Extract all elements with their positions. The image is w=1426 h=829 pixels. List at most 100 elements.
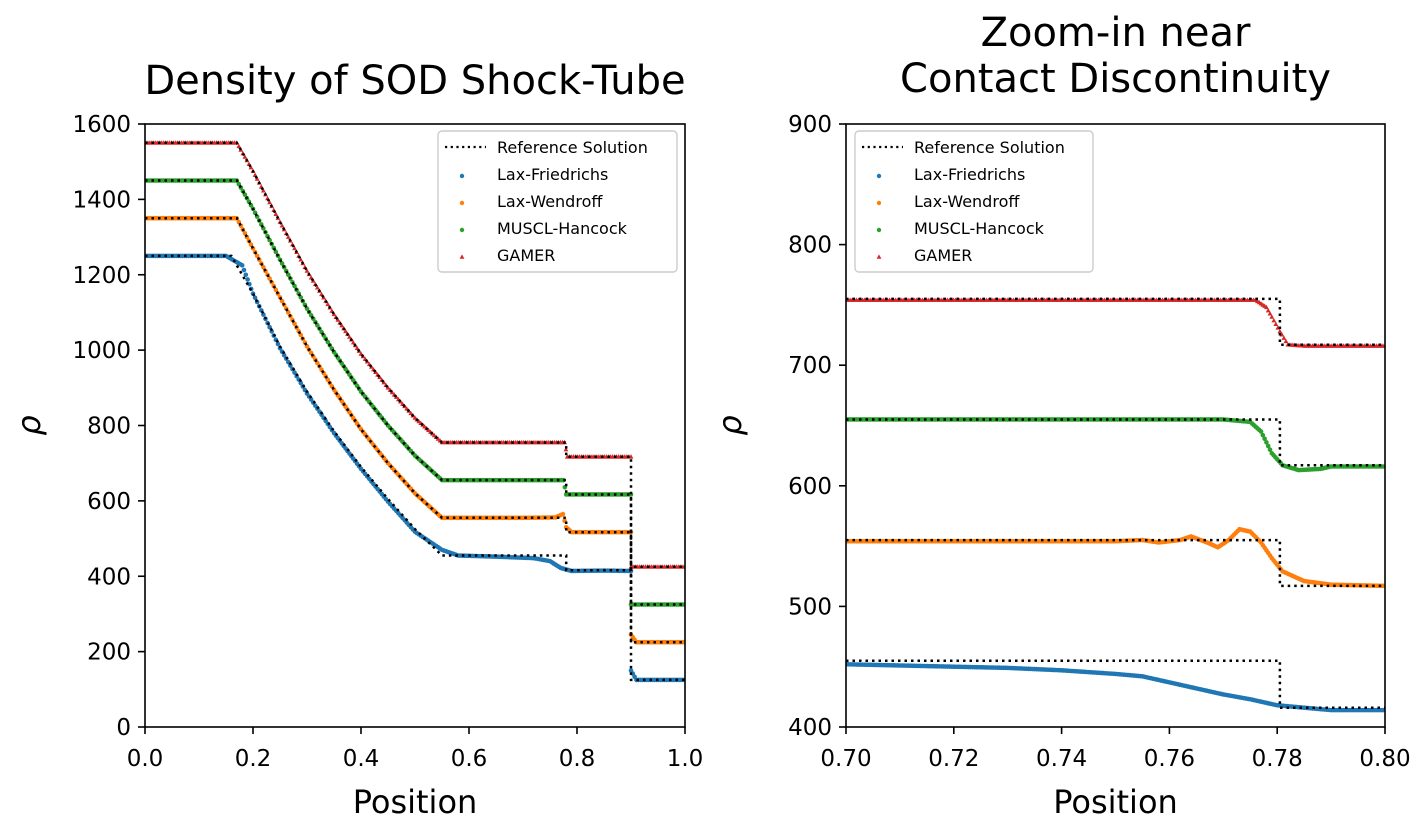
legend-item-lax-wendroff: Lax-Wendroff	[876, 192, 1020, 211]
data-point	[1281, 335, 1287, 340]
series-reference-solution	[145, 141, 685, 682]
reference-curve-2	[846, 538, 1385, 588]
x-tick-label: 0.70	[820, 746, 871, 772]
plot-area	[145, 140, 685, 683]
x-tick-label: 0.4	[343, 746, 380, 772]
y-tick-label: 600	[788, 474, 832, 500]
data-point	[236, 181, 242, 187]
x-tick-label: 0.76	[1144, 746, 1195, 772]
x-tick-label: 0.0	[127, 746, 164, 772]
series-muscl-hancock	[846, 417, 1385, 473]
reference-curve-3	[846, 418, 1385, 467]
data-point	[279, 298, 285, 304]
legend-label: GAMER	[497, 246, 555, 265]
data-point	[1267, 447, 1273, 452]
reference-curve-1	[846, 659, 1385, 709]
y-tick-label: 900	[788, 112, 832, 138]
plot-area	[846, 297, 1385, 713]
data-point	[292, 245, 297, 251]
x-tick-label: 0.80	[1359, 746, 1410, 772]
legend-item-lax-wendroff: Lax-Wendroff	[459, 192, 603, 211]
data-point	[325, 301, 331, 307]
data-point	[1265, 307, 1271, 313]
data-point	[245, 277, 250, 282]
data-point	[343, 328, 348, 334]
x-tick-label: 0.2	[235, 746, 272, 772]
data-point	[267, 199, 273, 205]
data-point	[260, 188, 266, 193]
reference-curve-2	[145, 216, 685, 644]
data-point	[377, 374, 383, 380]
data-point	[385, 385, 391, 390]
y-axis-label: ρ	[10, 415, 48, 435]
chart-panel-1: Density of SOD Shock-Tube 0.0 0.2 0.4 0.6 0.8…	[10, 58, 703, 821]
data-point	[248, 242, 254, 247]
y-tick-label: 600	[87, 489, 131, 515]
x-tick-label: 1.0	[667, 746, 704, 772]
reference-curve-1	[145, 254, 685, 682]
series-lax-wendroff	[145, 215, 685, 645]
y-tick-label: 500	[788, 594, 832, 620]
legend-label: MUSCL-Hancock	[914, 219, 1045, 238]
data-point	[298, 257, 304, 262]
y-tick-label: 0	[116, 715, 131, 741]
series-reference-solution	[846, 297, 1385, 709]
x-tick-label: 0.8	[559, 746, 596, 772]
legend-item-muscl-hancock: MUSCL-Hancock	[459, 219, 628, 238]
legend-marker	[459, 173, 465, 179]
legend-item-reference-solution: Reference Solution	[445, 138, 648, 157]
legend-label: Lax-Wendroff	[497, 192, 603, 211]
data-point	[288, 363, 293, 368]
data-point	[267, 324, 272, 330]
data-point	[347, 334, 352, 339]
chart-title: Density of SOD Shock-Tube	[144, 58, 685, 104]
data-point	[1262, 436, 1267, 442]
data-point	[286, 310, 291, 315]
data-point	[279, 261, 285, 266]
data-point	[1265, 443, 1271, 449]
legend-marker	[876, 173, 882, 179]
data-point	[254, 253, 260, 259]
legend-label: Reference Solution	[914, 138, 1065, 157]
data-point	[273, 211, 279, 216]
data-point	[325, 339, 331, 345]
data-point	[1271, 317, 1277, 323]
data-point	[261, 264, 266, 270]
legend-item-reference-solution: Reference Solution	[862, 138, 1065, 157]
legend-label: GAMER	[914, 246, 972, 265]
series-gamer	[846, 297, 1385, 348]
legend-item-gamer: GAMER	[876, 246, 972, 265]
x-tick-label: 0.6	[451, 746, 488, 772]
axes-frame	[845, 123, 1386, 728]
legend-item-gamer: GAMER	[459, 246, 555, 265]
series-lax-friedrichs	[846, 661, 1385, 713]
data-point	[563, 447, 569, 452]
legend-box	[437, 130, 678, 273]
data-point	[381, 379, 387, 385]
x-axis-label: Position	[1053, 783, 1178, 821]
data-point	[239, 263, 245, 268]
data-point	[243, 272, 249, 278]
y-tick-label: 800	[87, 414, 131, 440]
legend-marker	[876, 200, 882, 206]
data-point	[242, 230, 248, 236]
data-point	[254, 176, 260, 181]
data-point	[273, 287, 279, 293]
data-point	[267, 276, 272, 281]
data-point	[286, 272, 291, 278]
y-tick-label: 1000	[72, 338, 131, 364]
chart-title-line-2: Contact Discontinuity	[900, 56, 1331, 102]
legend-label: Reference Solution	[497, 138, 648, 157]
data-point	[236, 143, 242, 149]
x-tick-label: 0.72	[928, 746, 979, 772]
legend-label: MUSCL-Hancock	[497, 219, 628, 238]
legend-item-muscl-hancock: MUSCL-Hancock	[876, 219, 1045, 238]
data-point	[292, 321, 297, 327]
x-tick-label: 0.74	[1036, 746, 1087, 772]
data-point	[1277, 328, 1283, 334]
data-point	[242, 192, 248, 197]
legend-marker	[876, 254, 882, 259]
legend-label: Lax-Friedrichs	[497, 165, 608, 184]
y-tick-label: 200	[87, 640, 131, 666]
